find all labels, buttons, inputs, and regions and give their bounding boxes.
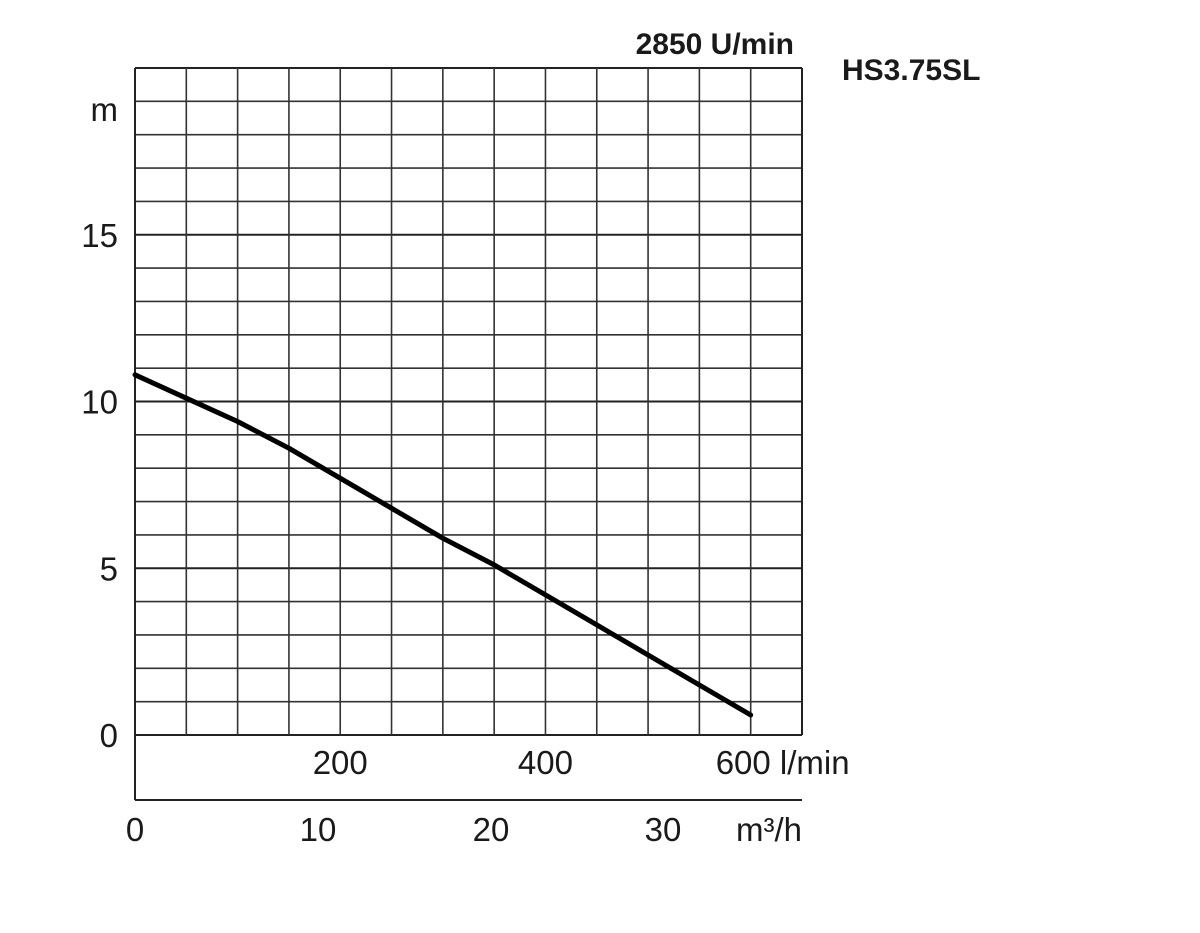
x-tick-label-primary: 200 xyxy=(313,744,368,781)
x-axis-unit-secondary: m³/h xyxy=(736,811,802,848)
y-tick-label: 10 xyxy=(81,384,118,421)
speed-label: 2850 U/min xyxy=(636,28,794,61)
x-tick-label-secondary: 20 xyxy=(473,811,510,848)
x-tick-label-primary: 400 xyxy=(518,744,573,781)
x-tick-label-secondary: 0 xyxy=(126,811,144,848)
chart-grid xyxy=(134,67,803,801)
curve-layer xyxy=(132,372,754,718)
y-tick-label: 0 xyxy=(100,717,118,754)
y-tick-label: 15 xyxy=(81,217,118,254)
y-tick-label: 5 xyxy=(100,550,118,587)
pump-curve-line xyxy=(132,372,754,718)
x-tick-label-secondary: 10 xyxy=(300,811,337,848)
x-tick-label-primary: 600 l/min xyxy=(716,744,850,781)
x-tick-label-secondary: 30 xyxy=(645,811,682,848)
model-label: HS3.75SL xyxy=(842,54,980,87)
y-axis-unit: m xyxy=(91,91,119,128)
